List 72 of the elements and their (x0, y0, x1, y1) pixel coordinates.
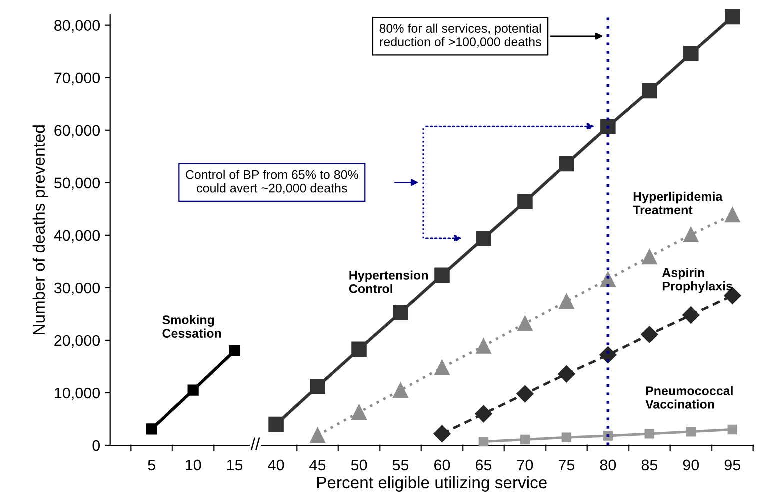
x-tick-label: 70 (518, 460, 534, 471)
point (642, 249, 658, 265)
point (684, 46, 699, 62)
point (558, 366, 576, 383)
point (684, 227, 699, 243)
x-tick-label: 80 (600, 460, 616, 471)
x-tick-label: 5 (148, 460, 156, 471)
x-tick-label: 65 (476, 460, 492, 471)
x-tick-label: 15 (227, 460, 243, 471)
x-tick-label: 90 (683, 460, 700, 471)
point (600, 119, 616, 134)
y-tick-label: 0 (92, 440, 100, 452)
series-label: Hypertension Control (349, 270, 428, 294)
point (725, 9, 740, 25)
annotation: // (250, 438, 260, 450)
point (352, 404, 367, 420)
point (478, 436, 489, 447)
point (188, 384, 199, 396)
point (268, 416, 284, 432)
point (603, 431, 614, 441)
point (518, 316, 533, 332)
y-tick-label: 30,000 (54, 282, 100, 296)
point (559, 294, 574, 310)
x-tick-label: 85 (642, 460, 658, 471)
point (229, 345, 240, 357)
y-tick-label: 40,000 (54, 230, 100, 243)
y-tick-label: 80,000 (54, 20, 100, 33)
point (393, 382, 408, 398)
x-tick-label: 45 (310, 460, 326, 471)
x-tick-label: 55 (392, 460, 409, 471)
point (728, 424, 738, 435)
point (475, 405, 492, 423)
point (562, 432, 572, 442)
point (393, 304, 408, 320)
series-label: Aspirin Prophylaxis (662, 268, 732, 294)
series-label: Hyperlipidemia Treatment (633, 192, 723, 215)
point (476, 338, 492, 354)
point (641, 326, 658, 344)
x-tick-label: 10 (186, 460, 202, 471)
series-label: Smoking Cessation (162, 315, 222, 338)
point (352, 342, 367, 358)
point (434, 268, 450, 283)
y-tick-label: 50,000 (54, 178, 100, 190)
point (516, 385, 534, 403)
point (434, 360, 450, 376)
point (310, 428, 326, 444)
y-axis-title: Number of deaths prevented (32, 126, 48, 334)
point (725, 207, 740, 223)
point (682, 306, 700, 324)
series-label: Pneumococcal Vaccination (646, 386, 733, 409)
annotation: 80% for all services, potential reduction of >100,000 deaths (380, 24, 542, 48)
x-tick-label: 95 (724, 460, 741, 471)
point (476, 230, 492, 246)
point (518, 194, 533, 210)
y-tick-label: 70,000 (54, 72, 100, 86)
y-tick-label: 10,000 (55, 388, 100, 400)
x-axis-title: Percent eligible utilizing service (317, 476, 547, 492)
annotation: Control of BP from 65% to 80% could avert ~20,000 deaths (186, 170, 358, 194)
x-tick-label: 60 (434, 460, 450, 471)
point (310, 379, 326, 394)
point (146, 424, 158, 435)
point (644, 429, 655, 439)
point (520, 434, 530, 445)
point (559, 156, 574, 172)
x-tick-label: 75 (558, 460, 575, 471)
point (642, 83, 658, 99)
point (686, 426, 696, 437)
x-tick-label: 50 (351, 460, 368, 471)
point (434, 425, 451, 442)
y-tick-label: 60,000 (54, 125, 100, 138)
x-tick-label: 40 (268, 460, 284, 471)
y-tick-label: 20,000 (54, 335, 100, 348)
